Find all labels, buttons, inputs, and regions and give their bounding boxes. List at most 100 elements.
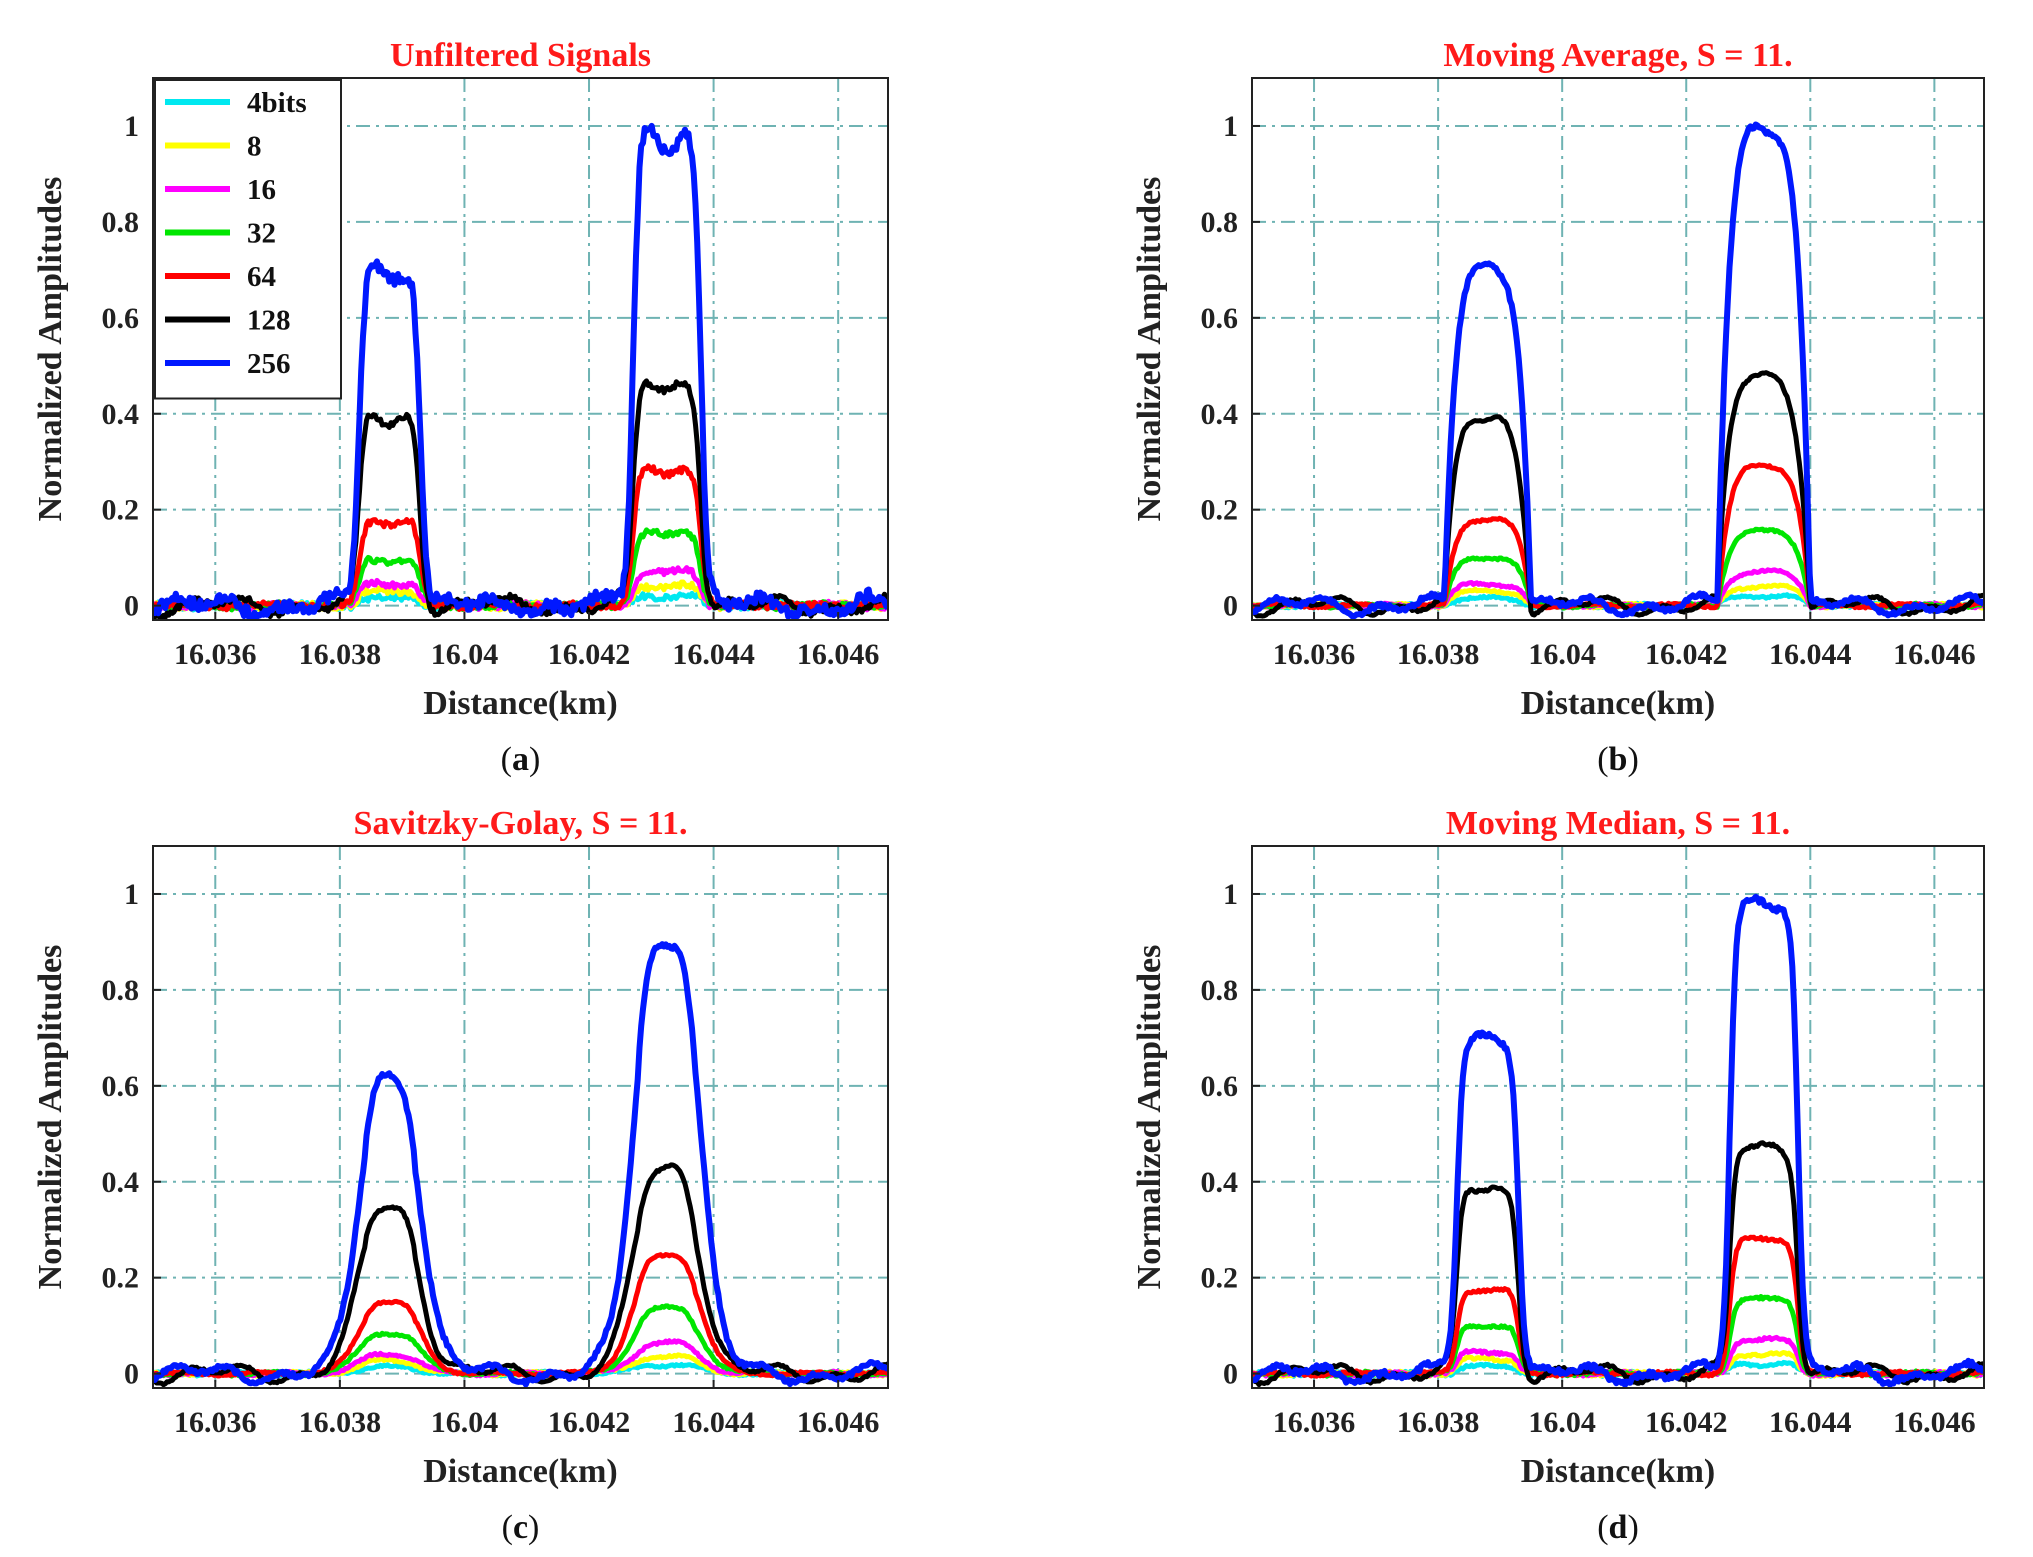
y-tick-label: 0.6 xyxy=(1201,1070,1239,1103)
x-tick-label: 16.044 xyxy=(672,1406,755,1439)
y-tick-label: 0.8 xyxy=(102,206,140,239)
x-tick-label: 16.04 xyxy=(1528,638,1596,671)
x-axis-label: Distance(km) xyxy=(423,1453,618,1490)
caption-close: ) xyxy=(1627,741,1638,778)
x-tick-label: 16.046 xyxy=(797,1406,880,1439)
y-tick-label: 0 xyxy=(124,590,139,623)
series-line-256 xyxy=(1252,893,1984,1388)
panel-title: Savitzky-Golay, S = 11. xyxy=(354,805,688,842)
axes-box xyxy=(1251,77,1985,621)
legend: 4bits 8 16 32 64 128 256 xyxy=(154,79,342,400)
caption-close: ) xyxy=(1627,1509,1638,1546)
caption-open: ( xyxy=(502,1509,513,1546)
x-tick-label: 16.038 xyxy=(1397,1406,1480,1439)
caption-letter: b xyxy=(1609,741,1628,778)
y-axis-label: Normalized Amplitudes xyxy=(32,177,69,522)
series-line-256 xyxy=(153,122,888,620)
x-tick-label: 16.036 xyxy=(174,1406,257,1439)
y-tick-label: 0.4 xyxy=(102,398,140,431)
y-tick-label: 1 xyxy=(124,878,139,911)
x-tick-label: 16.036 xyxy=(1273,1406,1356,1439)
y-tick-label: 0 xyxy=(1223,1358,1238,1391)
axes-box xyxy=(1251,845,1985,1389)
y-tick-label: 0 xyxy=(1223,590,1238,623)
panel-a: 16.036 16.038 16.04 16.042 16.044 16.046 0 0.2 0… xyxy=(32,37,889,778)
x-tick-label: 16.038 xyxy=(1397,638,1480,671)
x-tick-label: 16.038 xyxy=(299,1406,382,1439)
x-tick-label: 16.046 xyxy=(797,638,880,671)
caption-close: ) xyxy=(529,741,540,778)
y-tick-label: 0.4 xyxy=(102,1166,140,1199)
plot-area xyxy=(153,846,888,1388)
caption-close: ) xyxy=(528,1509,539,1546)
x-tick-label: 16.042 xyxy=(548,638,631,671)
panel-caption: (d) xyxy=(1597,1509,1639,1546)
x-tick-label: 16.04 xyxy=(1528,1406,1596,1439)
x-tick-label: 16.042 xyxy=(548,1406,631,1439)
panel-title: Unfiltered Signals xyxy=(390,37,651,74)
legend-label: 32 xyxy=(247,218,276,250)
y-tick-label: 0.2 xyxy=(102,494,140,527)
caption-open: ( xyxy=(1597,1509,1608,1546)
y-axis-label: Normalized Amplitudes xyxy=(1131,177,1168,522)
legend-label: 4bits xyxy=(247,87,307,119)
series-line-256 xyxy=(1252,121,1984,620)
y-tick-label: 0.2 xyxy=(102,1262,140,1295)
x-tick-label: 16.04 xyxy=(431,638,499,671)
caption-letter: c xyxy=(513,1509,528,1546)
legend-box xyxy=(154,79,342,400)
y-tick-label: 0.2 xyxy=(1201,1262,1239,1295)
y-tick-label: 0.2 xyxy=(1201,494,1239,527)
x-tick-label: 16.036 xyxy=(1273,638,1356,671)
panel-d: 16.036 16.038 16.04 16.042 16.044 16.046 0 0.2 0… xyxy=(1131,805,1985,1546)
panel-caption: (c) xyxy=(502,1509,540,1546)
x-tick-label: 16.046 xyxy=(1893,1406,1976,1439)
y-tick-label: 0.4 xyxy=(1201,1166,1239,1199)
y-tick-label: 0.8 xyxy=(1201,206,1239,239)
y-tick-label: 0.6 xyxy=(1201,302,1239,335)
legend-label: 64 xyxy=(247,261,276,293)
legend-label: 128 xyxy=(247,305,291,337)
y-tick-label: 1 xyxy=(1223,110,1238,143)
x-tick-label: 16.04 xyxy=(431,1406,499,1439)
panel-c: 16.036 16.038 16.04 16.042 16.044 16.046 0 0.2 0… xyxy=(32,805,889,1546)
y-tick-label: 0 xyxy=(124,1358,139,1391)
x-tick-label: 16.038 xyxy=(299,638,382,671)
x-axis-label: Distance(km) xyxy=(423,685,618,722)
caption-letter: d xyxy=(1609,1509,1628,1546)
y-tick-label: 0.8 xyxy=(1201,974,1239,1007)
panel-title: Moving Average, S = 11. xyxy=(1443,37,1792,74)
legend-label: 16 xyxy=(247,174,276,206)
y-axis-label: Normalized Amplitudes xyxy=(32,945,69,1290)
caption-open: ( xyxy=(501,741,512,778)
y-tick-label: 1 xyxy=(1223,878,1238,911)
x-tick-label: 16.044 xyxy=(1769,638,1852,671)
x-axis-label: Distance(km) xyxy=(1521,1453,1716,1490)
x-tick-label: 16.036 xyxy=(174,638,257,671)
x-axis-label: Distance(km) xyxy=(1521,685,1716,722)
panel-b: 16.036 16.038 16.04 16.042 16.044 16.046 0 0.2 0… xyxy=(1131,37,1985,778)
caption-open: ( xyxy=(1597,741,1608,778)
y-tick-label: 1 xyxy=(124,110,139,143)
axes-box xyxy=(152,77,889,621)
y-tick-label: 0.6 xyxy=(102,302,140,335)
y-tick-label: 0.4 xyxy=(1201,398,1239,431)
panel-title: Moving Median, S = 11. xyxy=(1446,805,1790,842)
y-tick-label: 0.6 xyxy=(102,1070,140,1103)
series-line-128 xyxy=(153,378,888,620)
x-tick-label: 16.044 xyxy=(1769,1406,1852,1439)
x-tick-label: 16.042 xyxy=(1645,638,1728,671)
y-axis-label: Normalized Amplitudes xyxy=(1131,945,1168,1290)
x-tick-label: 16.046 xyxy=(1893,638,1976,671)
series-line-256 xyxy=(153,941,888,1388)
panel-caption: (a) xyxy=(501,741,541,778)
plot-area xyxy=(1252,846,1984,1388)
y-tick-label: 0.8 xyxy=(102,974,140,1007)
x-tick-label: 16.044 xyxy=(672,638,755,671)
x-tick-label: 16.042 xyxy=(1645,1406,1728,1439)
panel-caption: (b) xyxy=(1597,741,1639,778)
caption-letter: a xyxy=(512,741,529,778)
legend-label: 8 xyxy=(247,131,262,163)
legend-label: 256 xyxy=(247,348,291,380)
